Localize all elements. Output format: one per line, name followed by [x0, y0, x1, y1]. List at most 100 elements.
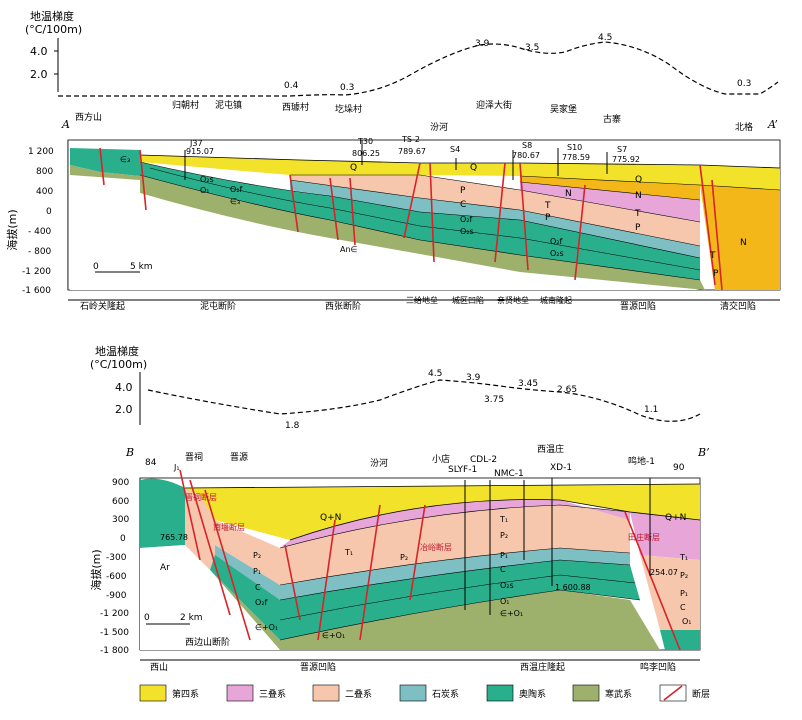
- place-label: 西方山: [75, 111, 102, 123]
- section-a-start-label: A: [61, 118, 70, 131]
- scale-label: 0: [93, 262, 99, 272]
- section-a-region-bar: 石岭关隆起 泥屯断阶 西张断阶 三给地垒 城区凹陷 亲贤地垒 城南隆起 晋源凹陷…: [68, 295, 780, 312]
- unit-label: Q: [635, 175, 642, 185]
- region-label: 石岭关隆起: [80, 300, 125, 312]
- y-tick: -600: [106, 572, 127, 582]
- unit-label: P: [635, 223, 641, 233]
- legend-item-ordovician: 奥陶系: [486, 684, 546, 702]
- region-label: 泥屯断阶: [200, 300, 236, 312]
- legend-item-carboniferous: 石炭系: [399, 684, 459, 702]
- legend-item-triassic: 三叠系: [226, 684, 286, 702]
- unit-label: P₁: [680, 589, 688, 598]
- unit-label: O₂f: [460, 215, 473, 224]
- section-a-scale-bar: 0 5 km: [93, 262, 153, 273]
- legend-label: 三叠系: [259, 689, 286, 700]
- unit-label: P: [460, 186, 466, 196]
- unit-label: N: [565, 189, 572, 199]
- place-label: 吴家堡: [550, 103, 577, 115]
- section-b-region-bar: 西山 晋源凹陷 西温庄隆起 鸣李凹陷: [140, 659, 700, 673]
- unit-label: ∈+O₁: [322, 631, 345, 640]
- unit-label: T₁: [679, 553, 688, 562]
- fault-label: 南堰断层: [213, 522, 245, 532]
- unit-label: P₁: [253, 567, 261, 576]
- unit-label: P₁: [500, 551, 508, 560]
- fault-label: 西边山断阶: [185, 636, 230, 648]
- gradient-value: 2.65: [557, 385, 577, 395]
- place-label: 北格: [735, 121, 753, 133]
- y-tick: 800: [36, 167, 53, 177]
- y-tick: 600: [112, 497, 129, 507]
- legend-label: 奥陶系: [519, 688, 546, 700]
- place-label: 圪垛村: [335, 103, 362, 115]
- place-label: 迎泽大街: [476, 99, 512, 111]
- unit-label: Q: [350, 163, 357, 173]
- y-tick: - 400: [28, 227, 52, 237]
- place-label: XD-1: [550, 463, 572, 473]
- legend-label: 第四系: [172, 688, 199, 700]
- gradient-value: 1.8: [285, 421, 300, 431]
- gradient-value: 3.9: [475, 39, 490, 49]
- unit-label: ∈+O₁: [500, 609, 523, 618]
- region-label: 清交凹陷: [720, 300, 756, 312]
- unit-label: T: [544, 201, 551, 211]
- section-a-y-axis-title: 海拔(m): [5, 209, 19, 250]
- well-name: S4: [450, 145, 460, 154]
- place-label: CDL-2: [470, 455, 497, 465]
- number-label: 90: [673, 463, 685, 473]
- legend-item-permian: 二叠系: [312, 684, 372, 702]
- unit-label: O₂s: [460, 227, 474, 236]
- section-b-strata: [139, 477, 701, 651]
- region-label: 西温庄隆起: [520, 661, 565, 673]
- gradient-value: 1.1: [644, 405, 658, 415]
- unit-label: O₂s: [500, 581, 514, 590]
- gradient-value: 0.3: [737, 79, 751, 89]
- gradient-curve: [58, 41, 779, 97]
- section-b-place-labels: 84 晋祠 J₁ 晋源 汾河 小店 SLYF-1 CDL-2 NMC-1 西温庄…: [145, 443, 685, 615]
- unit-label: P₂: [680, 571, 688, 580]
- well-name: S8: [522, 141, 532, 150]
- place-label: 鸣地-1: [628, 455, 655, 467]
- well-name: S10: [567, 143, 582, 152]
- region-label: 晋源凹陷: [620, 300, 656, 312]
- gradient-unit: (°C/100m): [90, 358, 147, 371]
- gradient-unit: (°C/100m): [25, 23, 82, 36]
- place-label: 晋祠: [185, 451, 203, 463]
- section-a-gradient-panel: 地温梯度 (°C/100m) 4.0 2.0 0.4 0.3 3.9 3.5 4…: [25, 9, 779, 97]
- region-label: 鸣李凹陷: [640, 661, 676, 673]
- gradient-tick: 4.0: [30, 45, 48, 58]
- well-value: 789.67: [398, 147, 426, 156]
- gradient-value: 4.5: [598, 33, 612, 43]
- scale-label: 5 km: [130, 262, 153, 272]
- gradient-tick: 2.0: [30, 68, 48, 81]
- place-label: 泥屯镇: [215, 99, 242, 111]
- region-label: 城区凹陷: [452, 295, 484, 305]
- unit-label: T: [709, 251, 716, 261]
- region-label: 亲贤地垒: [497, 295, 529, 305]
- region-label: 城南隆起: [540, 295, 572, 305]
- section-a-faults: [99, 147, 723, 291]
- y-tick: -900: [106, 591, 127, 601]
- unit-label: N: [740, 238, 747, 248]
- region-label: 三给地垒: [406, 295, 438, 305]
- well-name: TS-2: [401, 135, 420, 144]
- gradient-value: 0.4: [284, 81, 299, 91]
- number-label: 84: [145, 458, 157, 468]
- unit-label: ∈₃: [120, 155, 130, 164]
- y-tick: -1 800: [100, 646, 129, 656]
- y-tick: 0: [46, 207, 52, 217]
- gradient-tick: 2.0: [115, 403, 133, 416]
- y-tick: - 800: [28, 247, 52, 257]
- section-a: 地温梯度 (°C/100m) 4.0 2.0 0.4 0.3 3.9 3.5 4…: [5, 9, 781, 312]
- well-name: T30: [357, 137, 373, 146]
- region-label: 晋源凹陷: [300, 661, 336, 673]
- number-label: 1 600.88: [555, 583, 591, 592]
- scale-label: 2 km: [180, 613, 203, 623]
- legend-label: 断层: [692, 688, 710, 700]
- legend-item-cambrian: 寒武系: [572, 684, 632, 702]
- unit-label: An∈: [340, 245, 358, 254]
- y-tick: 0: [120, 534, 126, 544]
- section-b-start-label: B: [125, 446, 134, 459]
- unit-label: ∈₃: [230, 197, 240, 206]
- unit-label: P₂: [400, 553, 408, 562]
- unit-label: O₁: [200, 186, 210, 195]
